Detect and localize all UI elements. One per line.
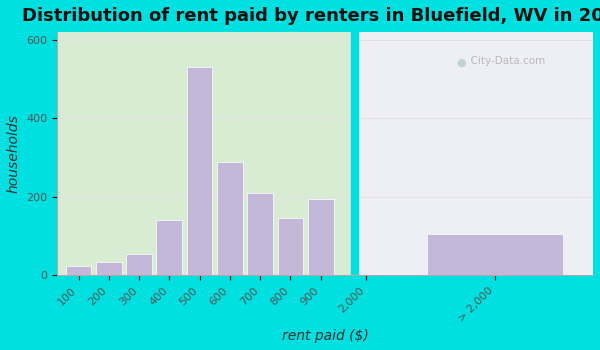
Bar [187,67,212,275]
Title: Distribution of rent paid by renters in Bluefield, WV in 2022: Distribution of rent paid by renters in … [22,7,600,25]
Bar [351,32,593,275]
X-axis label: rent paid ($): rent paid ($) [282,329,368,343]
Bar [217,162,243,275]
Bar [96,261,122,275]
Bar [58,32,351,275]
Text: City-Data.com: City-Data.com [464,56,546,66]
Bar [157,220,182,275]
Bar [65,266,91,275]
Bar [308,199,334,275]
Y-axis label: households: households [7,114,21,193]
Bar [247,193,273,275]
Text: ●: ● [457,58,466,68]
Bar [126,254,152,275]
Bar [278,218,303,275]
Bar [427,234,563,275]
